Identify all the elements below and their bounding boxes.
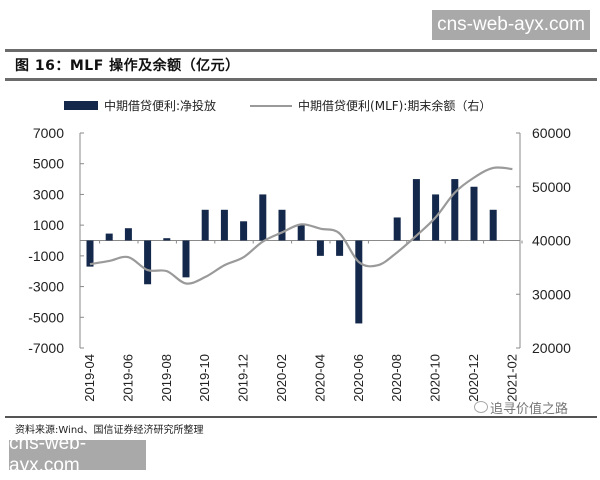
bar-net-injection (86, 240, 94, 267)
left-axis-tick-label: -1000 (28, 248, 64, 264)
left-axis-tick-label: 7000 (33, 125, 64, 141)
bar-net-injection (240, 221, 248, 241)
legend-line-label: 中期借贷便利(MLF):期末余额（右） (298, 99, 492, 113)
bar-net-injection (144, 240, 152, 285)
wechat-icon (474, 401, 488, 413)
x-axis-tick-label: 2019-04 (82, 354, 97, 402)
x-axis-tick-label: 2020-10 (428, 354, 443, 402)
bar-net-injection (355, 240, 363, 324)
right-axis-tick-label: 20000 (532, 340, 571, 356)
axis-labels: 7000 5000 3000 1000 -1000 -3000 -5000 -7000 6000… (28, 125, 571, 402)
watermark-top: cns-web-ayx.com (432, 10, 590, 40)
legend-bar-label: 中期借贷便利:净投放 (104, 99, 217, 113)
x-axis-tick-label: 2019-08 (159, 354, 174, 402)
bar-series (86, 179, 497, 324)
brand-watermark: 追寻价值之路 (490, 402, 569, 417)
left-axis-tick-label: 1000 (33, 217, 64, 233)
left-axis-tick-label: -3000 (28, 279, 64, 295)
x-axis-tick-label: 2020-08 (389, 354, 404, 402)
bar-net-injection (163, 238, 171, 241)
bar-net-injection (412, 179, 420, 241)
bar-net-injection (316, 240, 324, 256)
x-axis-tick-label: 2019-12 (236, 354, 251, 402)
x-axis-tick-label: 2021-02 (504, 354, 519, 402)
chart-legend: 中期借贷便利:净投放 中期借贷便利(MLF):期末余额（右） (64, 97, 491, 114)
watermark-bottom: cns-web-ayx.com (9, 433, 146, 476)
bar-net-injection (201, 209, 209, 241)
bar-net-injection (336, 240, 344, 256)
bar-net-injection (297, 225, 305, 241)
right-axis-tick-label: 40000 (532, 233, 571, 249)
figure-title: 图 16：MLF 操作及余额（亿元） (15, 58, 240, 74)
left-axis-tick-label: 5000 (33, 156, 64, 172)
x-axis-tick-label: 2020-02 (274, 354, 289, 402)
left-axis-tick-label: 3000 (33, 186, 64, 202)
left-axis-tick-label: -5000 (28, 309, 64, 325)
line-mlf-balance (89, 166, 513, 285)
bar-net-injection (220, 209, 228, 241)
bar-net-injection (182, 240, 190, 278)
left-axis-tick-label: -7000 (28, 340, 64, 356)
bar-net-injection (105, 233, 113, 241)
bar-net-injection (393, 217, 401, 241)
title-rule-top (5, 49, 597, 52)
bar-net-injection (451, 179, 459, 241)
source-rule (5, 416, 597, 418)
bar-net-injection (489, 209, 497, 241)
bar-net-injection (259, 194, 267, 241)
x-axis-tick-label: 2020-04 (312, 354, 327, 402)
figure-source: 资料来源:Wind、国信证券经济研究所整理 (15, 425, 204, 436)
x-axis-tick-label: 2020-12 (466, 354, 481, 402)
x-axis-tick-label: 2019-06 (120, 354, 135, 402)
right-axis-tick-label: 60000 (532, 125, 571, 141)
bar-net-injection (124, 228, 132, 241)
title-rule-bottom (5, 78, 597, 81)
line-series (89, 166, 513, 285)
right-axis-tick-label: 50000 (532, 179, 571, 195)
bar-net-injection (470, 186, 478, 241)
bar-net-injection (278, 209, 286, 241)
legend-line-swatch (250, 104, 293, 107)
x-axis-tick-label: 2020-06 (351, 354, 366, 402)
right-axis-tick-label: 30000 (532, 286, 571, 302)
legend-bar-swatch (64, 101, 98, 110)
x-axis-tick-label: 2019-10 (197, 354, 212, 402)
